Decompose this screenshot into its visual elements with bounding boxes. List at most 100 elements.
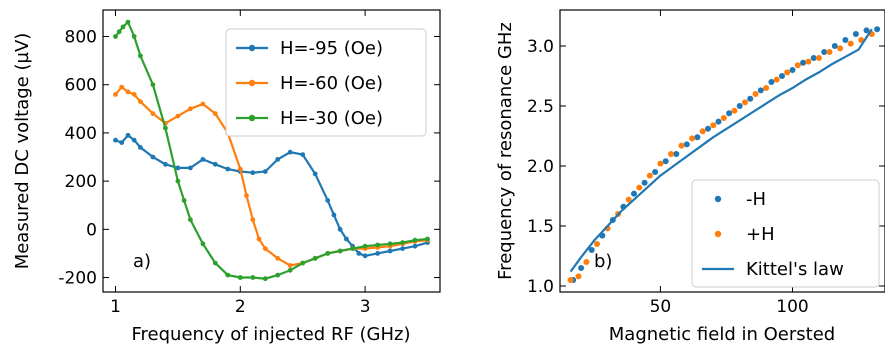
chart-b-ytick-label: 1.0: [527, 277, 554, 297]
chart-a-xlabel: Frequency of injected RF (GHz): [132, 324, 411, 345]
chart-a-series-1-point: [150, 111, 156, 116]
chart-b-series-0-point: [641, 179, 648, 186]
chart-b-series-0-point: [779, 73, 785, 79]
chart-a-series-0-point: [125, 132, 131, 138]
chart-a-legend-label-0: H=-95 (Oe): [280, 38, 383, 59]
chart-b-series-0-point: [831, 43, 838, 49]
chart-a-series-2-point: [131, 34, 137, 39]
chart-a-series-0-point: [362, 253, 368, 259]
chart-a-series-0-point: [287, 149, 293, 155]
chart-b-series-0-point: [652, 169, 659, 175]
chart-b-ytick-label: 1.5: [527, 217, 554, 237]
chart-a-series-0-point: [275, 157, 281, 162]
chart-a-xtick-label: 3: [360, 297, 371, 317]
chart-a-xtick-label: 1: [110, 297, 121, 317]
chart-a-series-2-point: [163, 125, 168, 131]
chart-b-series-1-point: [731, 107, 738, 114]
chart-a-series-2-point: [113, 34, 118, 39]
chart-a-ticks: 1 2 3 -200 0 200 400 600 800: [58, 10, 440, 317]
chart-a-series-2-point: [125, 19, 131, 25]
chart-b-series-0-point: [631, 190, 637, 197]
chart-b-legend-label-1: +H: [746, 224, 775, 245]
chart-a-series: [113, 19, 430, 282]
chart-b-series-1-point: [567, 277, 574, 283]
chart-b-xtick-label: 50: [650, 297, 672, 317]
chart-a-legend-marker-0: [248, 44, 256, 52]
chart-b-series-1-point: [773, 76, 780, 83]
chart-b-series-0-point: [821, 49, 828, 55]
chart-b-series-1-point: [657, 160, 664, 167]
chart-b-series-2-line: [569, 28, 873, 273]
chart-a-series-0-point: [250, 170, 256, 176]
chart-b: 50 100 1.0 1.5 2.0 2.5 3.0 b) Magnetic field i…: [495, 9, 885, 345]
chart-b-series-1-point: [646, 172, 653, 179]
chart-b-series-1-point: [710, 122, 717, 129]
chart-a-series-1-point: [256, 236, 262, 242]
chart-a-series-1-point: [138, 99, 143, 104]
chart-a-series-2-point: [325, 251, 331, 256]
chart-b-series-0-point: [673, 151, 680, 157]
chart-b-series-0-point: [852, 31, 859, 37]
chart-b-series-1-point: [742, 99, 748, 106]
chart-a-series-2-point: [200, 241, 206, 247]
chart-a-series-2-point: [181, 198, 187, 203]
chart-b-series-0-point: [726, 110, 733, 117]
chart-b-series-0-point: [874, 26, 881, 33]
chart-a-series-2-point: [287, 267, 293, 273]
chart-a-ytick-label: 800: [65, 28, 97, 48]
chart-b-ytick-label: 2.0: [527, 157, 554, 177]
chart-a-series-0-point: [375, 251, 380, 256]
chart-a-ylabel: Measured DC voltage (µV): [12, 33, 33, 270]
chart-a-series-1-point: [244, 193, 249, 199]
chart-b-series-1-point: [625, 196, 632, 203]
chart-a-series-2-point: [425, 236, 430, 242]
chart-a-series-0-point: [175, 165, 181, 171]
chart-a-series-1-point: [275, 255, 281, 261]
chart-a-series-0-point: [138, 145, 143, 150]
chart-b-series-1-point: [689, 135, 696, 142]
chart-a-frame: [102, 9, 441, 293]
chart-b-series-1-point: [763, 85, 770, 91]
chart-a-series-1-point: [125, 89, 131, 95]
chart-a-series-0-point: [113, 137, 118, 143]
chart-a-series-1-point: [113, 92, 118, 97]
chart-a-series-2-point: [120, 24, 126, 30]
chart-b-ytick-label: 2.5: [527, 97, 554, 117]
chart-a-legend-marker-2: [248, 114, 256, 122]
chart-b-series-0-point: [705, 125, 711, 132]
chart-b-legend: -H +H Kittel's law: [691, 179, 880, 288]
chart-b-series-1-point: [583, 259, 590, 265]
chart-a-series-0-point: [312, 171, 318, 177]
chart-b-ylabel: Frequency of resonance GHz: [495, 22, 516, 280]
chart-b-legend-label-2: Kittel's law: [746, 259, 844, 280]
chart-a-series-0-point: [131, 137, 137, 143]
chart-a-series-1-point: [237, 166, 243, 172]
chart-b-series-1-point: [636, 184, 643, 191]
chart-b-xlabel: Magnetic field in Oersted: [609, 324, 835, 345]
chart-a-series-2-point: [262, 276, 268, 282]
chart-a-series-0-point: [163, 161, 168, 167]
chart-a-series-0-point: [150, 154, 156, 160]
chart-a-series-1-point: [131, 92, 137, 97]
chart-b-series-0-point: [588, 247, 595, 253]
chart-b-series-0-point: [747, 95, 754, 102]
chart-b-series-0-point: [842, 37, 849, 43]
chart-a-panel-label: a): [133, 251, 151, 272]
chart-a-series-0-point: [119, 140, 125, 146]
chart-b-legend-label-0: -H: [746, 189, 766, 210]
chart-b-series-0-point: [800, 59, 807, 66]
chart-a-xtick-label: 2: [235, 297, 246, 317]
chart-b-series-1-point: [837, 45, 844, 52]
chart-a-series-0-point: [300, 152, 306, 158]
chart-a-series-2-point: [300, 260, 306, 266]
chart-a-series-2-point: [225, 272, 231, 278]
chart-a-series-2-point: [412, 237, 418, 243]
chart-a-series-2-point: [337, 248, 343, 254]
chart-a-ytick-label: 600: [65, 76, 97, 96]
chart-a: 1 2 3 -200 0 200 400 600 800 a) Frequency of inj…: [12, 9, 441, 345]
chart-a-legend: H=-95 (Oe) H=-60 (Oe) H=-30 (Oe): [225, 28, 427, 137]
chart-a-series-0-point: [356, 251, 362, 256]
chart-a-series-2-point: [138, 53, 143, 59]
chart-b-legend-marker-1: [714, 230, 722, 238]
